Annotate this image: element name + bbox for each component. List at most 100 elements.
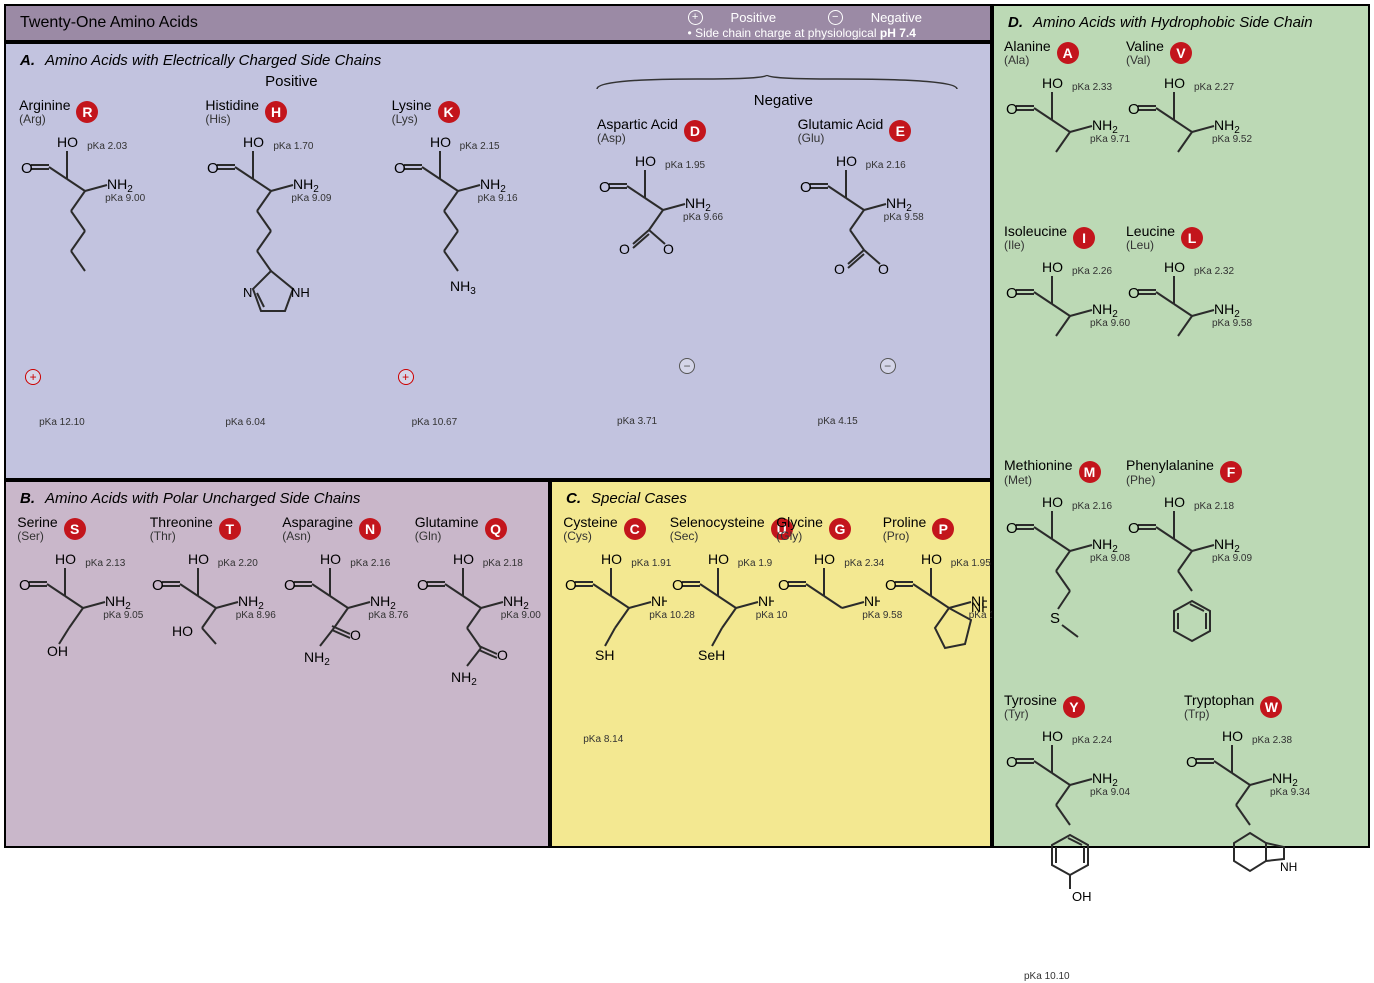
svg-text:O: O	[778, 577, 790, 594]
aa-name: Aspartic Acid	[597, 117, 678, 132]
aa-abbr: (Val)	[1126, 54, 1164, 67]
aa-abbr: (Ser)	[17, 530, 57, 543]
aa-name: Alanine	[1004, 39, 1051, 54]
svg-text:O: O	[800, 179, 812, 196]
svg-text:HO: HO	[55, 551, 76, 567]
svg-text:NH: NH	[291, 285, 310, 300]
page-title: Twenty-One Amino Acids	[20, 14, 198, 32]
amino-acid-P: Proline (Pro) P O HO NH2 NH pKa 1.95 pKa…	[879, 511, 983, 746]
aa-name: Histidine	[205, 98, 259, 113]
panel-B: B.Amino Acids with Polar Uncharged Side …	[4, 480, 550, 848]
minus-icon: −	[828, 10, 843, 25]
svg-text:O: O	[1186, 754, 1198, 771]
panel-A: A.Amino Acids with Electrically Charged …	[4, 42, 992, 480]
structure: O HO NH2 O NH2 pKa 2.18 pKa 9.00	[415, 546, 537, 786]
aa-letter-badge: Y	[1063, 696, 1085, 718]
structure: O HO NH2 N NH pKa 1.70 pKa 9.09 pKa 6.04	[205, 129, 377, 429]
amino-acid-S: Serine (Ser) S O HO NH2 OH pKa 2.13 pKa …	[13, 511, 143, 786]
pka2: pKa 9.34	[1270, 787, 1310, 798]
amino-acid-M: Methionine (Met) M O HO NH2 S pKa 2.16 p…	[1000, 454, 1122, 689]
pka1: pKa 2.34	[844, 558, 884, 569]
svg-text:O: O	[1006, 520, 1018, 537]
aa-name: Valine	[1126, 39, 1164, 54]
aa-name: Glutamine	[415, 515, 479, 530]
pka1: pKa 2.15	[460, 141, 500, 152]
svg-text:HO: HO	[430, 134, 451, 150]
svg-text:O: O	[21, 160, 33, 177]
aa-letter-badge: W	[1260, 696, 1282, 718]
structure: O HO NH2 pKa 2.26 pKa 9.60	[1004, 254, 1118, 404]
structure: O HO NH2 pKa 2.18 pKa 9.09	[1126, 489, 1240, 689]
subheader-positive: Positive	[6, 73, 577, 90]
panel-B-title: B.Amino Acids with Polar Uncharged Side …	[6, 482, 548, 511]
amino-acid-R: Arginine (Arg) R O HO NH2 pKa 2.03 pKa 9…	[15, 94, 195, 429]
svg-text:O: O	[885, 577, 897, 594]
amino-acid-D: Aspartic Acid (Asp) D O HO NH2 O O pKa 1…	[593, 113, 773, 428]
svg-text:NH3: NH3	[450, 278, 476, 297]
structure: O HO NH2 pKa 2.34 pKa 9.58	[776, 546, 872, 746]
svg-text:HO: HO	[635, 153, 656, 169]
amino-acid-C: Cysteine (Cys) C O HO NH2 SH pKa 1.91 pK…	[559, 511, 663, 746]
svg-text:HO: HO	[1042, 75, 1063, 91]
svg-text:O: O	[350, 627, 361, 643]
amino-acid-H: Histidine (His) H O HO NH2 N NH pKa 1.70…	[201, 94, 381, 429]
structure: O HO NH2 pKa 2.03 pKa 9.00 pKa 12.10 +	[19, 129, 191, 429]
pka1: pKa 2.27	[1194, 82, 1234, 93]
pka2: pKa 9.04	[1090, 787, 1130, 798]
svg-text:HO: HO	[836, 153, 857, 169]
amino-acid-T: Threonine (Thr) T O HO NH2 HO pKa 2.20 p…	[146, 511, 276, 786]
aa-letter-badge: V	[1170, 42, 1192, 64]
svg-text:O: O	[599, 179, 611, 196]
panel-D-title: D.Amino Acids with Hydrophobic Side Chai…	[994, 6, 1368, 35]
structure: O HO NH2 OH pKa 2.13 pKa 9.05	[17, 546, 139, 786]
aa-name: Leucine	[1126, 224, 1175, 239]
amino-acid-W: Tryptophan (Trp) W O HO NH2 NH pKa 2.38 …	[1180, 689, 1360, 983]
svg-text:O: O	[207, 160, 219, 177]
structure: O HO NH2 SeH pKa 1.9 pKa 10	[670, 546, 766, 746]
svg-text:HO: HO	[1042, 728, 1063, 744]
aa-abbr: (Sec)	[670, 530, 765, 543]
svg-text:O: O	[1128, 101, 1140, 118]
aa-abbr: (Glu)	[798, 132, 884, 145]
pka2: pKa 9.16	[478, 193, 518, 204]
aa-letter-badge: T	[219, 518, 241, 540]
svg-text:HO: HO	[1164, 494, 1185, 510]
svg-text:NH2: NH2	[304, 649, 330, 668]
pka1: pKa 1.91	[631, 558, 671, 569]
svg-text:HO: HO	[320, 551, 341, 567]
aa-name: Proline	[883, 515, 927, 530]
svg-text:HO: HO	[814, 551, 835, 567]
pka1: pKa 2.32	[1194, 266, 1234, 277]
aa-abbr: (Phe)	[1126, 474, 1214, 487]
aa-name: Methionine	[1004, 458, 1073, 473]
structure: O HO NH2 S pKa 2.16 pKa 9.08	[1004, 489, 1118, 689]
pka2: pKa 9.60	[1090, 318, 1130, 329]
structure: O HO NH2 pKa 2.32 pKa 9.58	[1126, 254, 1240, 454]
structure: O HO NH2 pKa 2.33 pKa 9.71	[1004, 70, 1118, 220]
pka2: pKa 8.96	[236, 610, 276, 621]
pka3: pKa 8.14	[583, 734, 623, 745]
pka1: pKa 2.33	[1072, 82, 1112, 93]
aa-name: Phenylalanine	[1126, 458, 1214, 473]
amino-acid-N: Asparagine (Asn) N O HO NH2 O NH2 pKa 2.…	[278, 511, 408, 786]
structure: O HO NH2 SH pKa 1.91 pKa 10.28 pKa 8.14	[563, 546, 659, 746]
pka2: pKa 8.76	[368, 610, 408, 621]
panel-C-title: C.Special Cases	[552, 482, 990, 511]
aa-abbr: (His)	[205, 113, 259, 126]
pka1: pKa 2.20	[218, 558, 258, 569]
pka1: pKa 1.9	[738, 558, 772, 569]
svg-text:N: N	[243, 285, 252, 300]
svg-text:OH: OH	[1072, 889, 1092, 904]
pka1: pKa 2.03	[87, 141, 127, 152]
structure: O HO NH2 O NH2 pKa 2.16 pKa 8.76	[282, 546, 404, 786]
minus-icon: −	[880, 358, 896, 374]
svg-text:O: O	[619, 241, 630, 257]
legend-negative: −Negative	[828, 10, 946, 25]
aa-abbr: (Ala)	[1004, 54, 1051, 67]
aa-abbr: (Trp)	[1184, 708, 1254, 721]
pka2: pKa 9.08	[1090, 553, 1130, 564]
pka1: pKa 2.24	[1072, 735, 1112, 746]
svg-text:NH2: NH2	[451, 669, 477, 688]
aa-name: Lysine	[392, 98, 432, 113]
structure: O HO NH2 HO pKa 2.20 pKa 8.96	[150, 546, 272, 786]
